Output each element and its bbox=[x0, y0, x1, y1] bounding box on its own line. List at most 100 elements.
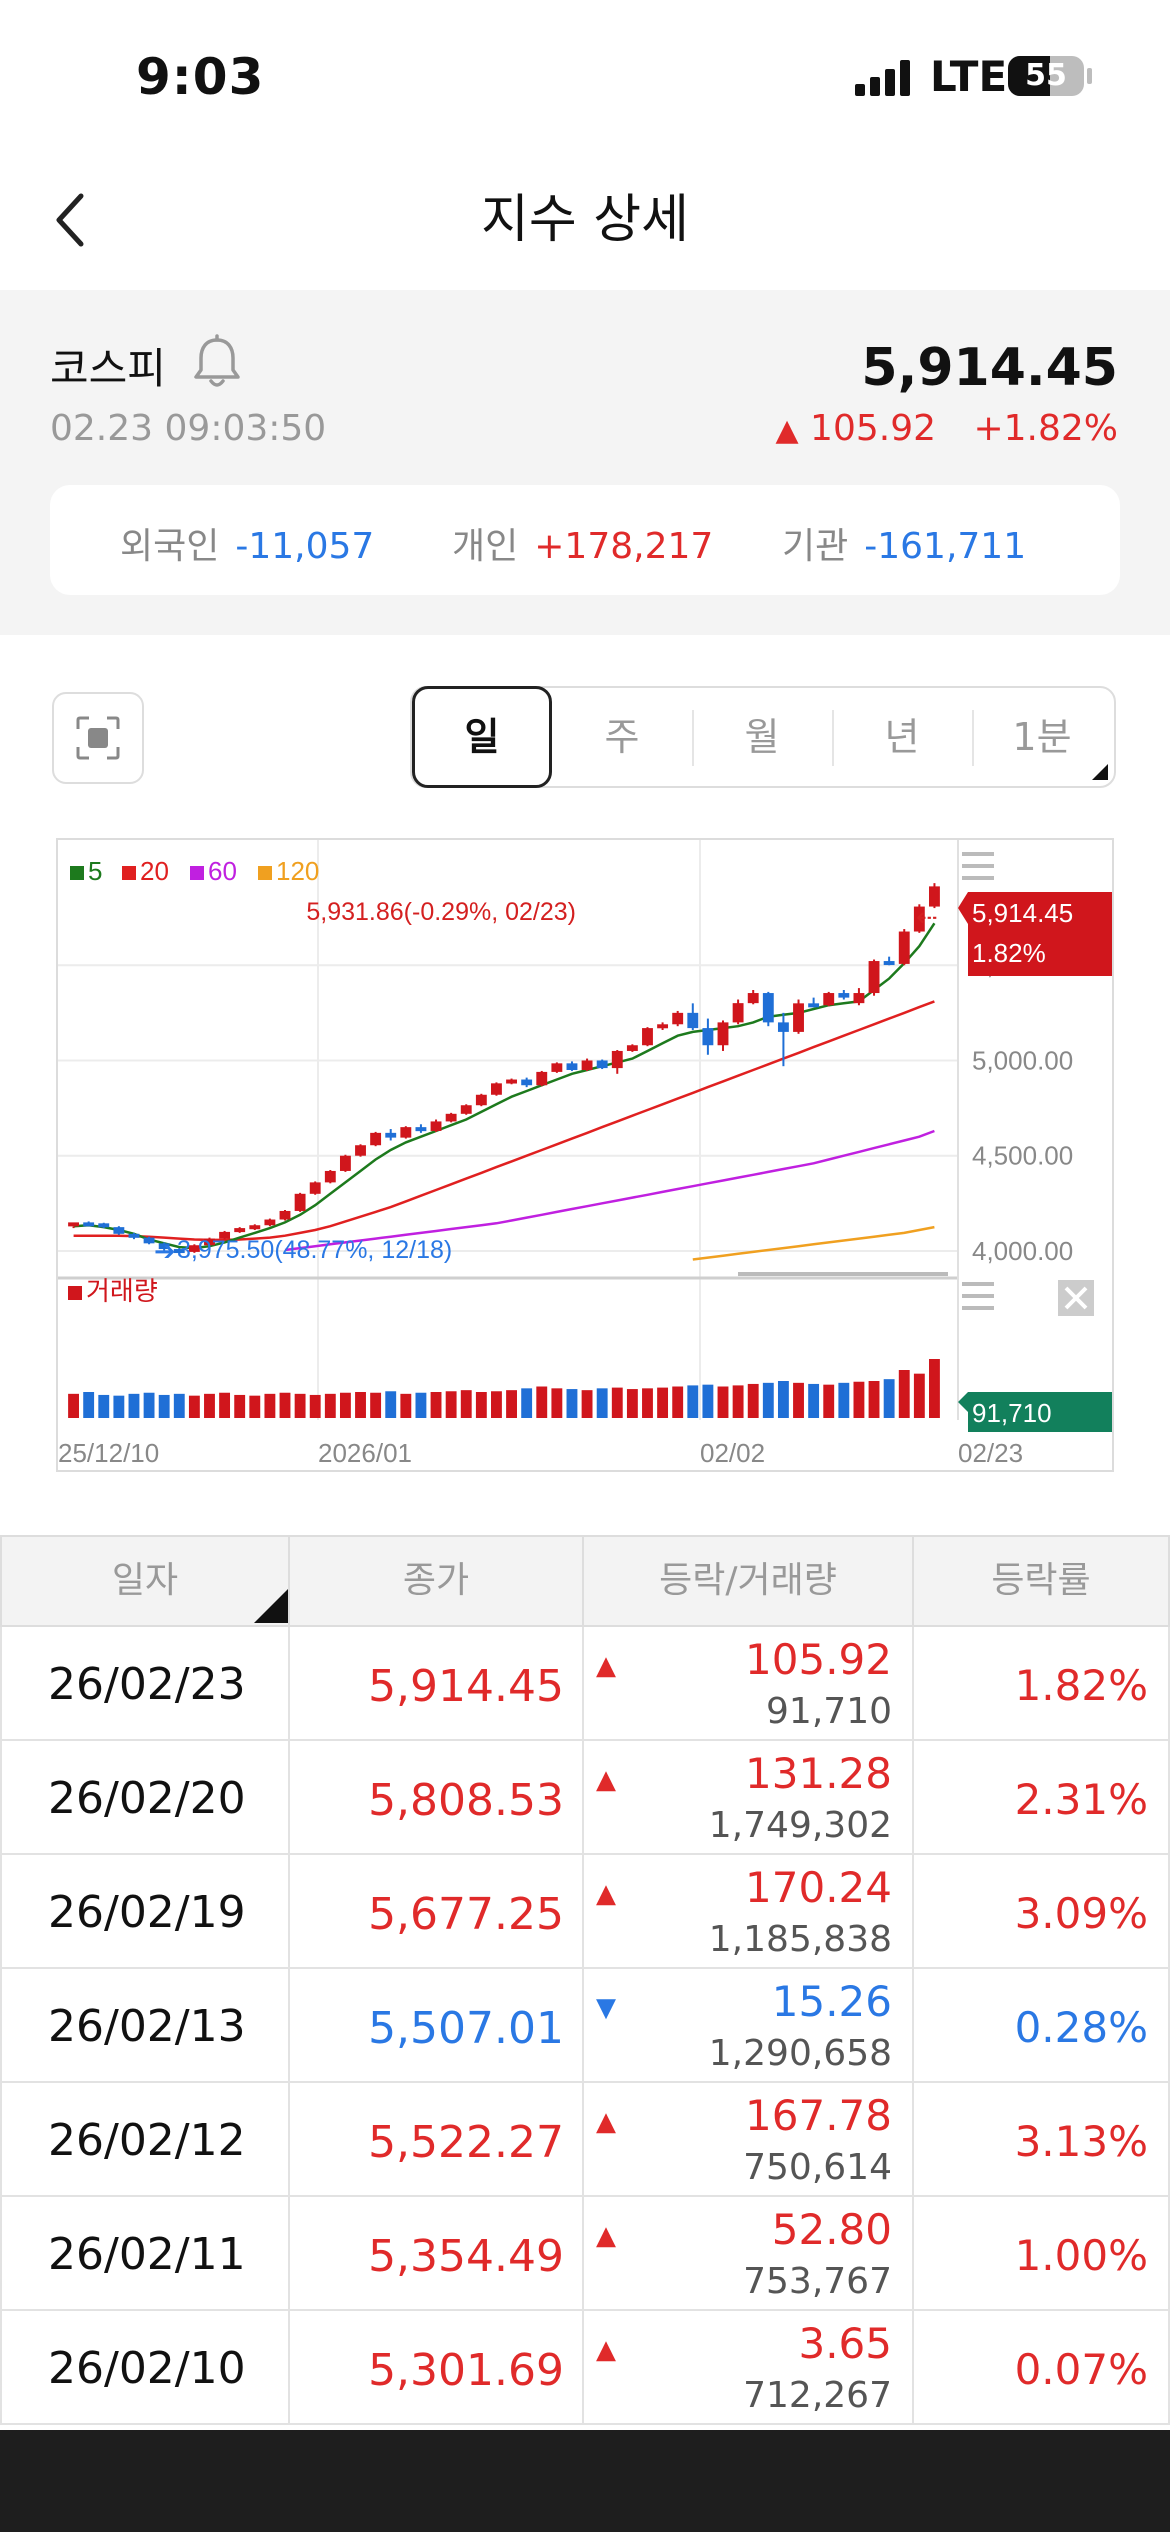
cell-rate: 0.28% bbox=[912, 1969, 1170, 2083]
volume-bar bbox=[838, 1382, 850, 1418]
row-volume: 1,185,838 bbox=[708, 1919, 892, 1960]
legend-label: 5 bbox=[88, 856, 102, 886]
up-arrow-icon: ▲ bbox=[596, 2335, 616, 2365]
volume-bar bbox=[521, 1388, 533, 1418]
table-row[interactable]: 26/02/23 5,914.45 ▲ 105.92 91,710 1.82% bbox=[0, 1627, 1170, 1741]
volume-bar bbox=[113, 1395, 125, 1418]
volume-bar bbox=[234, 1394, 246, 1418]
candle-body bbox=[460, 1105, 472, 1114]
cell-change-volume: ▲ 3.65 712,267 bbox=[582, 2311, 914, 2425]
row-rate: 0.28% bbox=[1014, 2003, 1148, 2052]
volume-bar bbox=[204, 1393, 215, 1418]
header-date[interactable]: 일자 bbox=[0, 1535, 290, 1627]
table-row[interactable]: 26/02/19 5,677.25 ▲ 170.24 1,185,838 3.09% bbox=[0, 1855, 1170, 1969]
candle-body bbox=[445, 1113, 457, 1122]
row-change: 15.26 bbox=[771, 1977, 892, 2026]
candle-body bbox=[521, 1079, 533, 1086]
chart-grid bbox=[58, 840, 959, 1420]
table-row[interactable]: 26/02/11 5,354.49 ▲ 52.80 753,767 1.00% bbox=[0, 2197, 1170, 2311]
candle-body bbox=[173, 1249, 185, 1254]
candle-body bbox=[430, 1121, 442, 1131]
volume-bar bbox=[506, 1390, 517, 1418]
volume-bar bbox=[188, 1395, 200, 1418]
candle-body bbox=[143, 1237, 155, 1244]
candle-body bbox=[823, 993, 835, 1006]
volume-bar bbox=[445, 1391, 457, 1418]
candle-body bbox=[793, 1003, 804, 1032]
menu-icon[interactable] bbox=[962, 852, 994, 880]
row-close: 5,808.53 bbox=[368, 1775, 564, 1826]
period-selector: 일 주 월 년 1분 bbox=[410, 686, 1116, 788]
volume-bar bbox=[596, 1388, 608, 1418]
close-icon[interactable] bbox=[1058, 1280, 1094, 1316]
volume-bar bbox=[913, 1373, 925, 1418]
legend-label: 120 bbox=[276, 856, 319, 886]
candle-body bbox=[113, 1227, 125, 1234]
menu-icon[interactable] bbox=[962, 1282, 994, 1310]
row-close: 5,522.27 bbox=[368, 2117, 564, 2168]
row-change: 167.78 bbox=[745, 2091, 892, 2140]
tab-day[interactable]: 일 bbox=[412, 686, 552, 788]
candle-body bbox=[626, 1045, 638, 1051]
candle-body bbox=[219, 1231, 231, 1239]
row-rate: 1.00% bbox=[1014, 2231, 1148, 2280]
tab-minute[interactable]: 1분 bbox=[1012, 715, 1072, 759]
table-row[interactable]: 26/02/12 5,522.27 ▲ 167.78 750,614 3.13% bbox=[0, 2083, 1170, 2197]
cell-date: 26/02/12 bbox=[0, 2083, 290, 2197]
battery-icon: 55 bbox=[1008, 56, 1084, 96]
up-arrow-icon: ▲ bbox=[596, 1651, 616, 1681]
status-bar: 9:03 LTE 55 bbox=[0, 0, 1170, 150]
cell-rate: 1.00% bbox=[912, 2197, 1170, 2311]
candle-body bbox=[581, 1060, 593, 1070]
row-volume: 712,267 bbox=[743, 2375, 892, 2416]
tab-week[interactable]: 주 bbox=[604, 715, 640, 759]
row-close: 5,301.69 bbox=[368, 2345, 564, 2396]
volume-bar bbox=[672, 1386, 684, 1418]
candle-body bbox=[491, 1083, 502, 1095]
volume-bar bbox=[294, 1393, 306, 1418]
volume-bar bbox=[868, 1381, 880, 1418]
y-tick-label: 5,000.00 bbox=[972, 1045, 1073, 1075]
tab-year[interactable]: 년 bbox=[884, 715, 920, 759]
cell-date: 26/02/13 bbox=[0, 1969, 290, 2083]
divider bbox=[832, 710, 834, 766]
candle-body bbox=[732, 1003, 744, 1023]
row-volume: 753,767 bbox=[743, 2261, 892, 2302]
table-row[interactable]: 26/02/13 5,507.01 ▼ 15.26 1,290,658 0.28% bbox=[0, 1969, 1170, 2083]
row-date: 26/02/13 bbox=[48, 2001, 246, 2052]
candle-body bbox=[279, 1210, 291, 1220]
bell-icon[interactable] bbox=[192, 334, 242, 390]
row-change: 105.92 bbox=[745, 1635, 892, 1684]
cell-change-volume: ▲ 170.24 1,185,838 bbox=[582, 1855, 914, 1969]
volume-bar bbox=[249, 1395, 261, 1418]
volume-bar bbox=[430, 1392, 442, 1418]
table-row[interactable]: 26/02/10 5,301.69 ▲ 3.65 712,267 0.07% bbox=[0, 2311, 1170, 2425]
cell-close: 5,522.27 bbox=[288, 2083, 584, 2197]
volume-bar bbox=[219, 1392, 231, 1418]
investor-flow-card: 외국인 -11,057 개인 +178,217 기관 -161,711 bbox=[50, 485, 1120, 595]
candle-body bbox=[551, 1063, 563, 1072]
flow-value: +178,217 bbox=[534, 526, 714, 567]
legend-swatch bbox=[258, 866, 272, 880]
candle-body bbox=[883, 961, 895, 966]
table-row[interactable]: 26/02/20 5,808.53 ▲ 131.28 1,749,302 2.31% bbox=[0, 1741, 1170, 1855]
x-tick-label: 25/12/10 bbox=[58, 1438, 159, 1468]
screenshot-icon bbox=[76, 716, 120, 760]
tab-month[interactable]: 월 bbox=[744, 715, 780, 759]
row-volume: 91,710 bbox=[766, 1691, 892, 1732]
volume-bar bbox=[581, 1390, 593, 1418]
volume-bar bbox=[883, 1379, 895, 1418]
moving-average-lines bbox=[73, 922, 936, 1261]
volume-bar bbox=[777, 1381, 789, 1418]
flow-label: 기관 bbox=[782, 526, 849, 567]
back-button[interactable] bbox=[40, 180, 100, 260]
cell-change-volume: ▲ 167.78 750,614 bbox=[582, 2083, 914, 2197]
candle-body bbox=[98, 1223, 110, 1228]
row-volume: 1,290,658 bbox=[708, 2033, 892, 2074]
capture-button[interactable] bbox=[52, 692, 144, 784]
candle-body bbox=[566, 1063, 578, 1070]
volume-bar bbox=[385, 1391, 397, 1418]
candle-body bbox=[762, 993, 774, 1023]
chart-annotations: 5,931.86(-0.29%, 02/23) 3,975.50(48.77%,… bbox=[154, 898, 938, 1266]
